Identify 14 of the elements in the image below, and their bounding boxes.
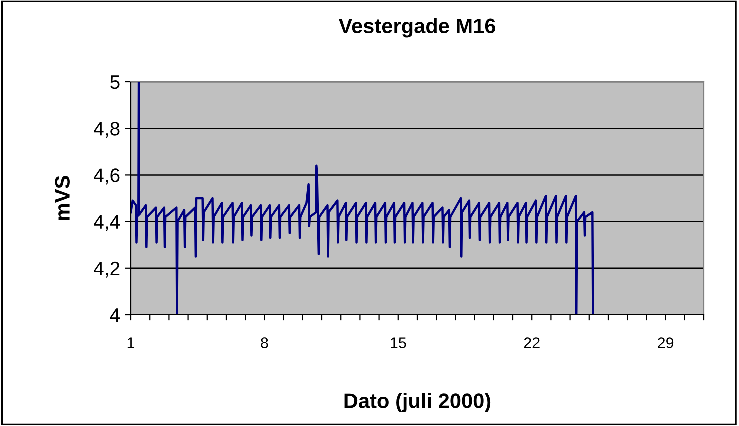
y-tick-label: 4,4 [94, 215, 120, 232]
x-tick-label: 29 [658, 338, 674, 348]
chart-title: Vestergade M16 [338, 18, 496, 38]
y-tick-label: 4,8 [94, 122, 120, 138]
x-tick-label: 1 [128, 338, 135, 348]
y-tick-label: 4,2 [94, 262, 120, 278]
x-tick-label: 22 [524, 338, 540, 348]
y-tick-label: 4,6 [94, 168, 120, 185]
x-axis-title: Dato (juli 2000) [344, 393, 491, 413]
y-axis-title: mVS [55, 176, 70, 220]
x-tick-label: 15 [391, 338, 406, 348]
y-tick-label: 4 [110, 308, 120, 322]
x-tick-label: 8 [261, 338, 268, 348]
y-tick-label: 5 [110, 76, 120, 90]
